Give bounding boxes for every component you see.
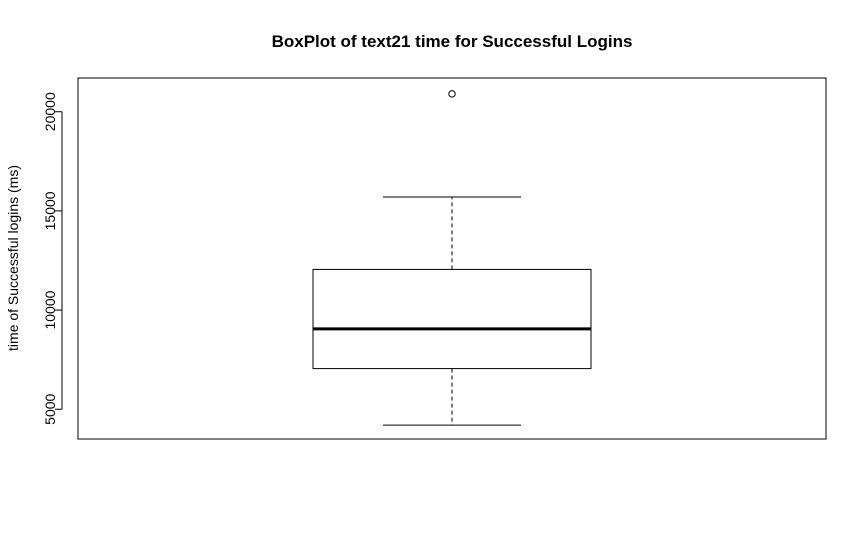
y-tick-label: 10000 [42, 290, 58, 329]
y-axis-label: time of Successful logins (ms) [5, 165, 21, 351]
chart-title: BoxPlot of text21 time for Successful Lo… [272, 32, 633, 51]
y-tick-label: 5000 [42, 393, 58, 424]
iqr-box [312, 268, 592, 370]
outlier-point [448, 90, 456, 98]
box-group [312, 90, 592, 426]
plot-frame [77, 77, 827, 440]
y-tick-label: 20000 [42, 92, 58, 131]
y-axis: 5000 10000 15000 20000 [42, 92, 63, 425]
y-tick-label: 15000 [42, 191, 58, 230]
